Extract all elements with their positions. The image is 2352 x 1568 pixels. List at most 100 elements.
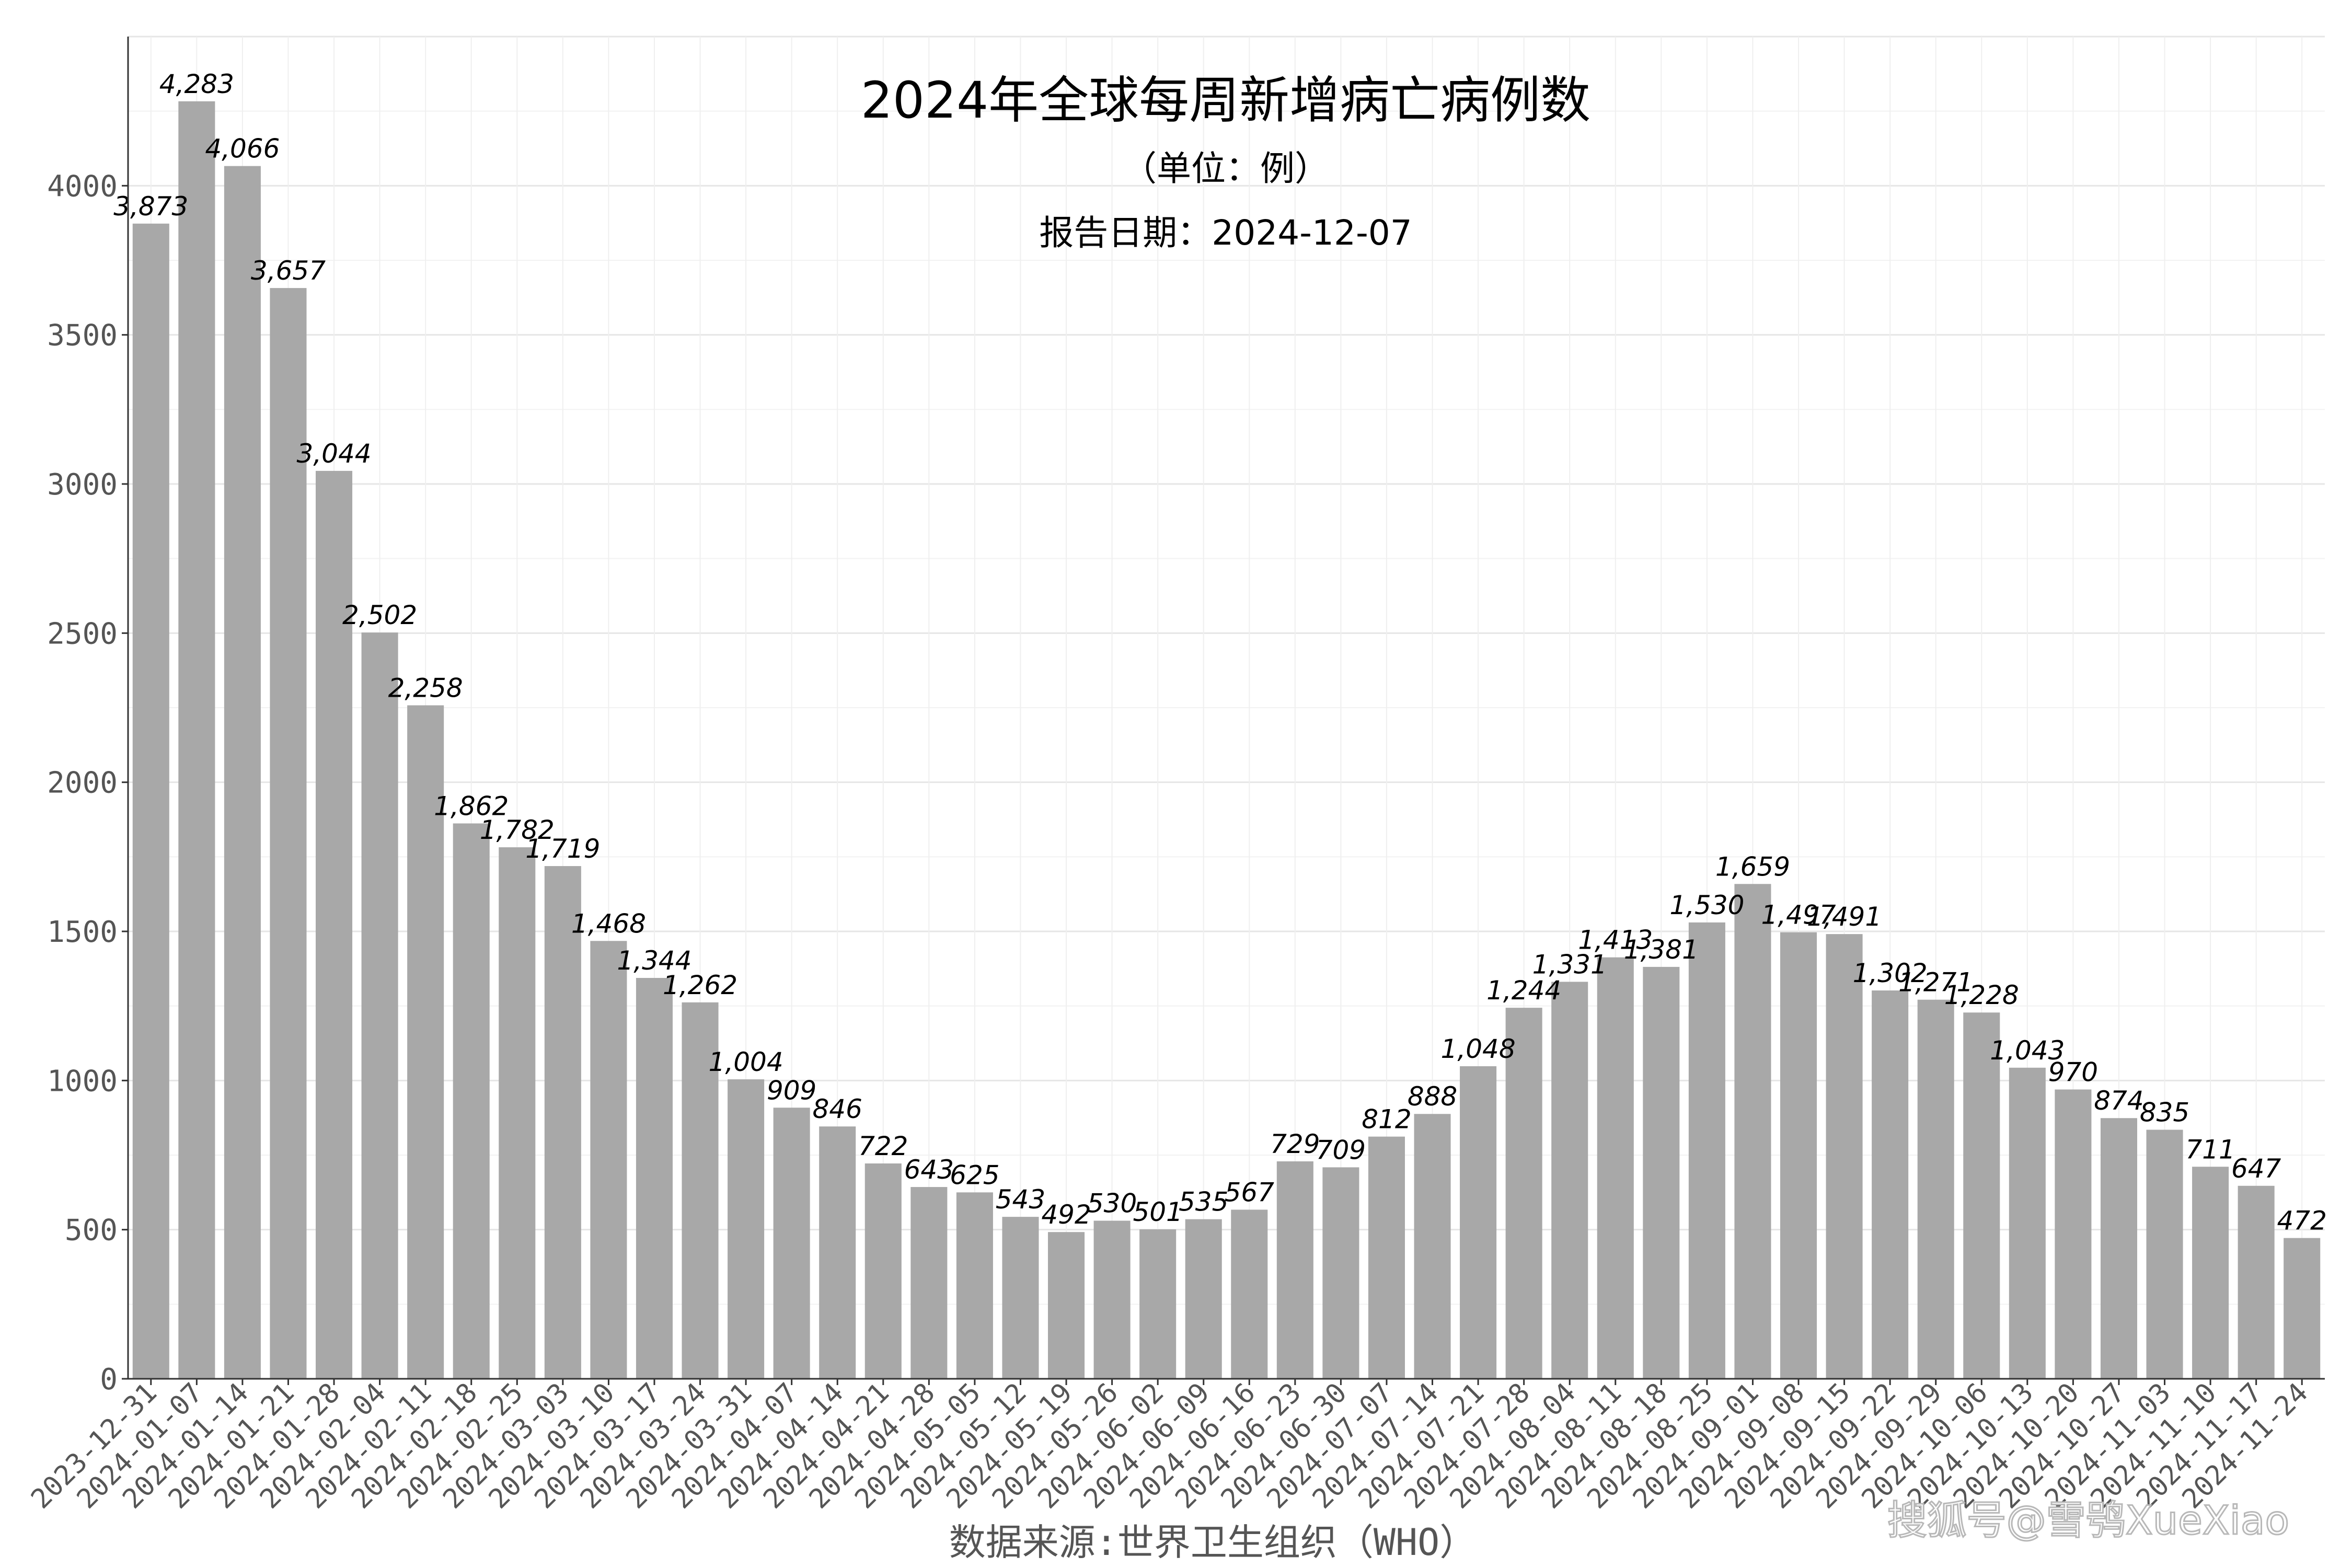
bar	[682, 1002, 719, 1379]
bar	[1780, 932, 1817, 1379]
bar-value-label: 1,004	[709, 1047, 783, 1077]
bar-value-label: 846	[813, 1094, 862, 1124]
bar-value-label: 1,782	[480, 815, 555, 845]
bar	[728, 1079, 765, 1379]
bar	[1872, 990, 1909, 1379]
y-tick-label: 3000	[47, 468, 118, 502]
bar-value-label: 1,228	[1944, 980, 2019, 1010]
bar	[1460, 1066, 1497, 1379]
bar-value-label: 1,381	[1624, 935, 1699, 965]
bar-value-label: 835	[2140, 1097, 2189, 1127]
bar-value-label: 729	[1270, 1129, 1320, 1159]
bar-value-label: 1,659	[1715, 851, 1790, 882]
bar-value-label: 3,873	[113, 191, 188, 222]
y-tick-label: 1500	[47, 915, 118, 949]
bar	[1826, 934, 1863, 1379]
bar	[316, 470, 353, 1379]
bar	[1231, 1209, 1268, 1379]
data-source: 数据来源:世界卫生组织（WHO）	[949, 1521, 1477, 1564]
bar-value-label: 643	[904, 1155, 954, 1185]
bar-value-label: 530	[1087, 1189, 1137, 1219]
bar-value-label: 1,719	[525, 834, 600, 864]
bar-value-label: 1,043	[1990, 1035, 2065, 1066]
bar	[1093, 1220, 1131, 1379]
bar	[1643, 966, 1680, 1379]
bar	[1597, 957, 1634, 1379]
bar	[453, 823, 490, 1379]
bar-value-label: 1,497	[1761, 900, 1836, 930]
bar	[1322, 1167, 1359, 1379]
bar	[636, 978, 673, 1379]
bar-value-label: 1,271	[1898, 967, 1973, 998]
bar-value-label: 709	[1316, 1135, 1366, 1165]
bar-value-label: 1,491	[1807, 902, 1882, 932]
bar-value-label: 4,283	[159, 69, 234, 99]
bar-value-label: 1,468	[571, 908, 646, 939]
bar-value-label: 1,262	[663, 970, 737, 1000]
bar-value-label: 647	[2231, 1154, 2281, 1184]
bar	[1551, 982, 1588, 1379]
bar-value-label: 1,302	[1853, 958, 1928, 988]
y-tick-label: 0	[100, 1363, 118, 1397]
bar	[1734, 884, 1771, 1379]
bar	[178, 101, 215, 1379]
x-tick-labels: 2023-12-312024-01-072024-01-142024-01-21…	[25, 1377, 2314, 1515]
bar-value-label: 1,530	[1669, 890, 1744, 920]
axes	[122, 37, 2325, 1385]
bar	[819, 1126, 856, 1379]
y-tick-labels: 0 500 1000 1500 2000 2500 3000 3500 4000	[47, 169, 118, 1397]
bar	[2146, 1129, 2183, 1379]
bar	[2284, 1238, 2321, 1379]
bar	[499, 847, 536, 1379]
y-tick-label: 2000	[47, 766, 118, 800]
bar-value-label: 535	[1179, 1187, 1228, 1217]
bar-value-label: 492	[1041, 1200, 1091, 1230]
bar	[1048, 1232, 1085, 1379]
y-tick-label: 1000	[47, 1064, 118, 1098]
bar-value-label: 1,344	[617, 946, 691, 976]
bar	[1505, 1008, 1542, 1379]
bar-value-label: 4,066	[205, 134, 280, 164]
bar	[544, 866, 581, 1379]
bar	[864, 1163, 902, 1379]
bar-value-label: 2,258	[388, 673, 463, 703]
y-tick-label: 2500	[47, 617, 118, 651]
bar	[1414, 1114, 1451, 1379]
bar	[270, 288, 307, 1379]
report-date: 报告日期：2024-12-07	[1039, 213, 1412, 253]
bar	[1917, 999, 1954, 1379]
bar	[1963, 1012, 2000, 1379]
bar-value-label: 3,657	[251, 256, 326, 286]
bar-value-label: 874	[2094, 1086, 2143, 1116]
bar-value-label: 2,502	[342, 600, 417, 630]
bar	[590, 941, 627, 1379]
chart-subtitle: （单位：例）	[1122, 148, 1329, 189]
bar-value-label: 501	[1133, 1197, 1182, 1227]
bar-value-label: 970	[2048, 1057, 2098, 1087]
bar-value-label: 722	[858, 1131, 908, 1161]
bar	[1002, 1217, 1039, 1379]
bar	[2238, 1185, 2275, 1379]
bar	[1688, 922, 1725, 1379]
bar-value-label: 567	[1225, 1177, 1275, 1207]
bar	[1368, 1136, 1405, 1379]
bar	[1139, 1229, 1177, 1379]
bar	[2009, 1067, 2046, 1379]
bar-value-labels: 3,873 4,283 4,066 3,657 3,044 2,502 2,258 1,862…	[113, 69, 2327, 1236]
bar	[910, 1187, 948, 1379]
bar	[361, 632, 398, 1379]
y-tick-label: 4000	[47, 169, 118, 203]
bar	[773, 1108, 810, 1379]
bar	[132, 223, 169, 1379]
bar-value-label: 3,044	[296, 439, 371, 469]
bar	[1276, 1161, 1313, 1379]
bar	[2192, 1167, 2229, 1379]
watermark: 搜狐号@雪鸮XueXiao	[1887, 1497, 2289, 1543]
bars	[132, 101, 2321, 1379]
bar-value-label: 812	[1362, 1104, 1411, 1135]
bar	[1185, 1219, 1222, 1379]
bar-value-label: 625	[950, 1160, 999, 1190]
y-tick-label: 3500	[47, 319, 118, 353]
bar-value-label: 909	[767, 1075, 816, 1105]
